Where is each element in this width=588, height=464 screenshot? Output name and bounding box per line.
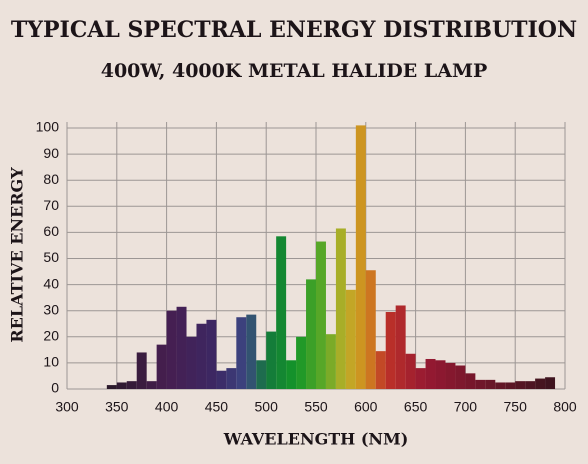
bar — [146, 381, 157, 389]
y-tick-label: 80 — [43, 171, 59, 187]
bar — [216, 370, 227, 389]
y-tick-label: 50 — [43, 249, 59, 265]
bar — [385, 312, 396, 389]
bar — [395, 305, 406, 389]
bar — [525, 381, 536, 389]
x-tick-label: 500 — [255, 399, 279, 415]
bar — [405, 353, 416, 389]
bar — [325, 334, 336, 389]
bar — [355, 125, 366, 389]
y-tick-label: 20 — [43, 328, 59, 344]
bar — [415, 368, 426, 389]
bar — [375, 351, 386, 389]
bar — [266, 331, 277, 389]
bar — [505, 382, 516, 389]
bar — [206, 319, 217, 389]
y-tick-label: 70 — [43, 197, 59, 213]
bar — [116, 382, 127, 389]
x-tick-label: 350 — [105, 399, 129, 415]
bar — [126, 381, 137, 389]
bar — [306, 279, 316, 389]
bar — [455, 365, 466, 389]
bar — [226, 368, 237, 389]
x-tick-label: 450 — [205, 399, 229, 415]
bar — [236, 317, 247, 389]
bar — [495, 382, 506, 389]
x-tick-label: 600 — [354, 399, 378, 415]
bar — [276, 236, 287, 389]
bar — [176, 306, 187, 389]
bar — [335, 228, 346, 389]
y-tick-label: 100 — [36, 119, 60, 135]
bar — [435, 360, 446, 389]
y-tick-label: 40 — [43, 275, 59, 291]
x-axis-label: WAVELENGTH (NM) — [223, 430, 409, 449]
bar — [106, 385, 117, 389]
x-tick-label: 800 — [553, 399, 577, 415]
bar — [316, 241, 326, 389]
x-tick-label: 750 — [504, 399, 528, 415]
bar — [156, 344, 167, 389]
x-tick-label: 400 — [155, 399, 179, 415]
y-tick-label: 90 — [43, 145, 59, 161]
bar — [286, 360, 297, 389]
x-tick-label: 300 — [55, 399, 79, 415]
bar — [425, 358, 436, 389]
bar — [365, 270, 376, 389]
bar — [296, 336, 307, 389]
bar — [256, 360, 267, 389]
bar — [166, 310, 177, 389]
y-tick-label: 60 — [43, 223, 59, 239]
bar — [465, 373, 476, 389]
bar — [345, 289, 356, 389]
bar — [475, 379, 486, 389]
chart-title: TYPICAL SPECTRAL ENERGY DISTRIBUTION — [11, 17, 577, 43]
x-tick-label: 700 — [454, 399, 478, 415]
bar — [485, 379, 496, 389]
y-axis-label: RELATIVE ENERGY — [8, 167, 27, 343]
bar — [186, 336, 197, 389]
bar — [515, 381, 526, 389]
y-tick-label: 30 — [43, 301, 59, 317]
bar — [196, 323, 207, 389]
bar — [136, 352, 147, 389]
bar — [535, 378, 546, 389]
chart-subtitle: 400W, 4000K METAL HALIDE LAMP — [101, 60, 488, 82]
bar — [246, 314, 257, 389]
x-tick-label: 550 — [304, 399, 328, 415]
y-tick-label: 10 — [43, 354, 59, 370]
bar — [445, 362, 456, 389]
x-tick-label: 650 — [404, 399, 428, 415]
bar — [545, 377, 556, 389]
y-tick-label: 0 — [51, 380, 59, 396]
